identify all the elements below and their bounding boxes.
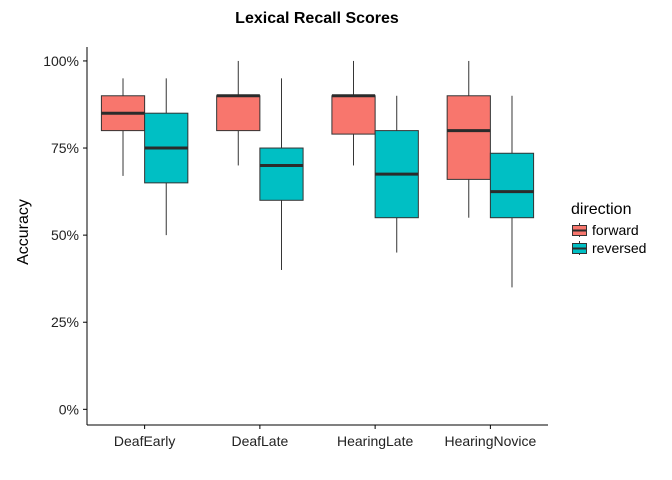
- x-tick-label: DeafEarly: [114, 433, 175, 449]
- box-forward-HearingNovice: [446, 60, 491, 218]
- legend-title: direction: [571, 201, 631, 218]
- y-tick-label: 0%: [59, 401, 79, 417]
- legend-key-reversed: [572, 241, 587, 255]
- x-tick-label: HearingLate: [337, 433, 413, 449]
- y-tick-label: 100%: [43, 53, 79, 69]
- box-reversed-HearingLate: [374, 95, 419, 253]
- box-forward-DeafEarly: [100, 78, 146, 176]
- box-forward-DeafLate: [216, 60, 261, 166]
- y-ticks: 0% 25% 50% 75% 100%: [43, 53, 87, 417]
- box-body: [331, 95, 376, 135]
- box-body: [216, 95, 261, 132]
- y-axis-title: Accuracy: [15, 199, 32, 265]
- y-tick-label: 75%: [51, 140, 79, 156]
- boxes: [100, 60, 535, 288]
- box-body: [259, 147, 304, 201]
- x-tick-label: HearingNovice: [444, 433, 536, 449]
- legend: direction forward reversed: [571, 201, 646, 256]
- x-ticks: DeafEarly DeafLate HearingLate HearingNovic…: [114, 425, 536, 449]
- box-forward-HearingLate: [331, 60, 376, 166]
- box-reversed-DeafLate: [259, 78, 304, 270]
- x-tick-label: DeafLate: [231, 433, 288, 449]
- axes: [86, 47, 548, 426]
- box-body: [489, 152, 535, 219]
- legend-label: forward: [592, 222, 639, 238]
- chart-title: Lexical Recall Scores: [235, 10, 399, 27]
- box-reversed-HearingNovice: [489, 95, 535, 288]
- box-reversed-DeafEarly: [144, 78, 189, 236]
- box-body: [446, 95, 491, 180]
- legend-key-forward: [572, 223, 587, 237]
- y-tick-label: 50%: [51, 227, 79, 243]
- legend-label: reversed: [592, 240, 646, 256]
- y-tick-label: 25%: [51, 314, 79, 330]
